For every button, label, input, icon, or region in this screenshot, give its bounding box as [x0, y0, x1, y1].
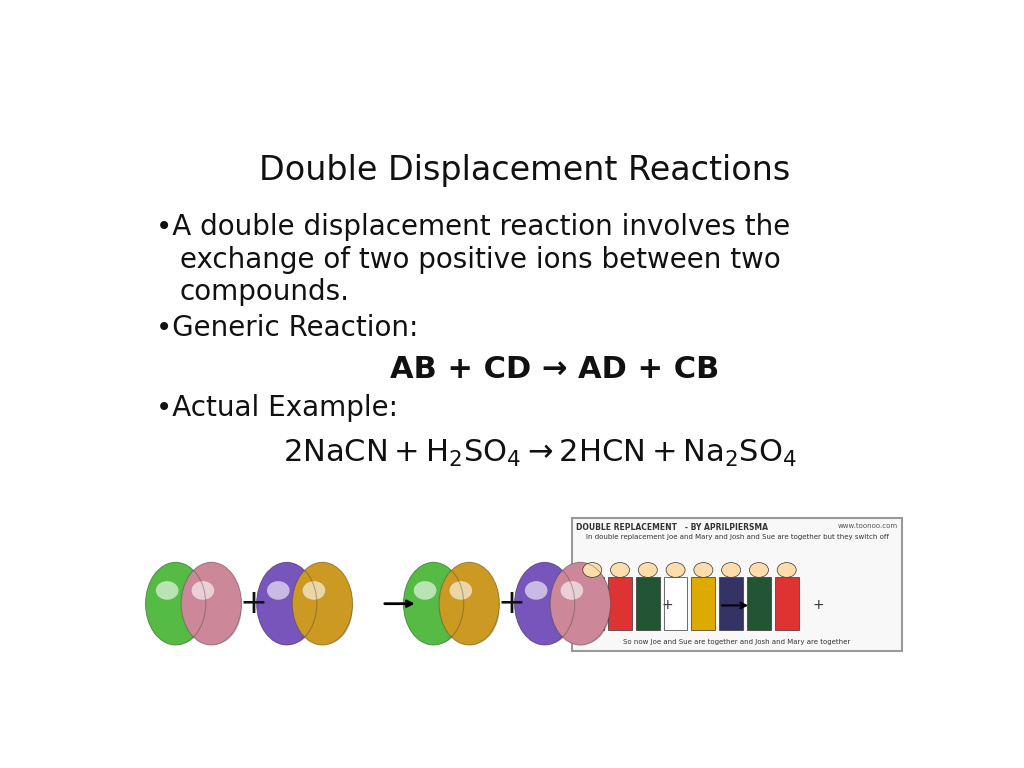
- Ellipse shape: [514, 562, 574, 645]
- Ellipse shape: [181, 562, 242, 645]
- Text: +: +: [813, 598, 824, 612]
- FancyBboxPatch shape: [719, 577, 743, 631]
- Ellipse shape: [439, 562, 500, 645]
- Ellipse shape: [190, 574, 242, 644]
- Ellipse shape: [292, 562, 352, 645]
- Text: •A double displacement reaction involves the: •A double displacement reaction involves…: [156, 214, 791, 241]
- Text: $\mathregular{2NaCN + H_2SO_4 \rightarrow 2HCN + Na_2SO_4}$: $\mathregular{2NaCN + H_2SO_4 \rightarro…: [283, 438, 797, 469]
- Ellipse shape: [191, 581, 214, 600]
- FancyBboxPatch shape: [775, 577, 799, 631]
- Ellipse shape: [414, 581, 436, 600]
- Text: compounds.: compounds.: [179, 279, 349, 306]
- Text: •Generic Reaction:: •Generic Reaction:: [156, 314, 418, 342]
- Text: +: +: [240, 588, 267, 621]
- Ellipse shape: [155, 574, 206, 644]
- Text: +: +: [498, 588, 525, 621]
- Ellipse shape: [292, 562, 352, 645]
- Ellipse shape: [666, 563, 685, 578]
- Text: So now Joe and Sue are together and Josh and Mary are together: So now Joe and Sue are together and Josh…: [624, 639, 851, 645]
- Ellipse shape: [559, 574, 610, 644]
- Text: •Actual Example:: •Actual Example:: [156, 394, 397, 422]
- Ellipse shape: [550, 562, 610, 645]
- FancyBboxPatch shape: [608, 577, 632, 631]
- Ellipse shape: [303, 581, 326, 600]
- Ellipse shape: [181, 562, 242, 645]
- FancyBboxPatch shape: [636, 577, 659, 631]
- Ellipse shape: [156, 581, 178, 600]
- Text: Double Displacement Reactions: Double Displacement Reactions: [259, 154, 791, 187]
- Ellipse shape: [550, 562, 610, 645]
- Ellipse shape: [403, 562, 464, 645]
- Ellipse shape: [560, 581, 584, 600]
- Ellipse shape: [265, 574, 316, 644]
- Text: AB + CD → AD + CB: AB + CD → AD + CB: [390, 356, 719, 384]
- Text: +: +: [662, 598, 674, 612]
- Ellipse shape: [523, 574, 574, 644]
- Ellipse shape: [413, 574, 464, 644]
- Ellipse shape: [145, 562, 206, 645]
- Ellipse shape: [450, 581, 472, 600]
- Text: www.toonoo.com: www.toonoo.com: [838, 523, 898, 528]
- Text: DOUBLE REPLACEMENT   - BY APRILPIERSMA: DOUBLE REPLACEMENT - BY APRILPIERSMA: [577, 523, 768, 531]
- Text: exchange of two positive ions between two: exchange of two positive ions between tw…: [179, 246, 780, 274]
- Text: In double replacement Joe and Mary and Josh and Sue are together but they switch: In double replacement Joe and Mary and J…: [586, 535, 889, 541]
- FancyBboxPatch shape: [581, 577, 604, 631]
- Ellipse shape: [257, 562, 316, 645]
- Ellipse shape: [694, 563, 713, 578]
- Ellipse shape: [583, 563, 602, 578]
- Ellipse shape: [439, 562, 500, 645]
- Ellipse shape: [301, 574, 352, 644]
- Ellipse shape: [514, 562, 574, 645]
- Ellipse shape: [449, 574, 500, 644]
- FancyBboxPatch shape: [572, 518, 902, 651]
- Ellipse shape: [750, 563, 768, 578]
- Ellipse shape: [403, 562, 464, 645]
- Ellipse shape: [638, 563, 657, 578]
- Ellipse shape: [610, 563, 630, 578]
- FancyBboxPatch shape: [748, 577, 771, 631]
- FancyBboxPatch shape: [664, 577, 687, 631]
- Ellipse shape: [145, 562, 206, 645]
- Ellipse shape: [777, 563, 797, 578]
- FancyBboxPatch shape: [691, 577, 716, 631]
- Ellipse shape: [525, 581, 548, 600]
- Ellipse shape: [722, 563, 740, 578]
- Ellipse shape: [257, 562, 316, 645]
- Ellipse shape: [267, 581, 290, 600]
